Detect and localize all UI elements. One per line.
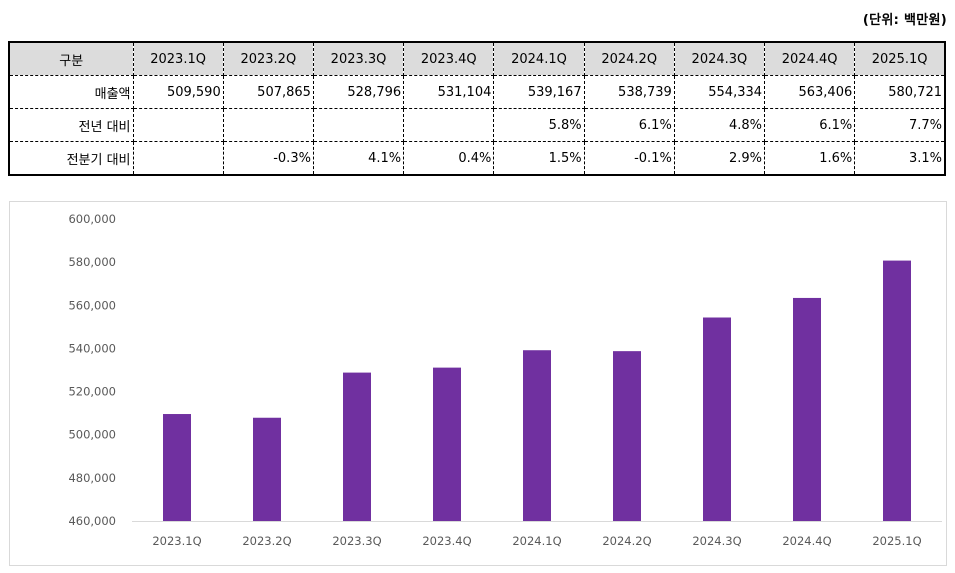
column-header: 2023.4Q: [403, 41, 495, 76]
x-tick-label: 2024.2Q: [602, 534, 651, 548]
table-row-yoy: 전년 대비 5.8% 6.1% 4.8% 6.1% 7.7%: [8, 108, 946, 142]
column-header: 2024.3Q: [673, 41, 766, 76]
table-cell: 7.7%: [854, 108, 946, 142]
revenue-bar-chart: 460,000 480,000 500,000 520,000 540,000 560,0…: [9, 201, 947, 566]
table-cell: 0.4%: [403, 141, 495, 176]
table-cell: -0.3%: [222, 141, 314, 176]
x-tick-label: 2025.1Q: [872, 534, 921, 548]
column-header: 2023.2Q: [222, 41, 314, 76]
row-label: 매출액: [8, 75, 134, 109]
column-header: 2023.1Q: [132, 41, 224, 76]
y-tick-label: 540,000: [68, 341, 116, 355]
table-cell: 2.9%: [673, 141, 766, 176]
table-cell: -0.1%: [583, 141, 675, 176]
table-cell: 1.6%: [764, 141, 856, 176]
table-cell: 531,104: [403, 75, 495, 109]
bar-2024.1Q: [523, 350, 551, 521]
column-header: 2025.1Q: [854, 41, 946, 76]
table-cell: 1.5%: [493, 141, 585, 176]
table-cell: [403, 108, 495, 142]
column-header: 2023.3Q: [312, 41, 405, 76]
bar-2024.4Q: [793, 297, 821, 521]
y-axis: 460,000 480,000 500,000 520,000 540,000 560,0…: [68, 212, 116, 528]
table-cell: [132, 108, 224, 142]
table-cell: 6.1%: [583, 108, 675, 142]
table-cell: 554,334: [673, 75, 766, 109]
y-tick-label: 580,000: [68, 255, 116, 269]
bar-2023.2Q: [253, 417, 281, 521]
x-tick-label: 2023.4Q: [422, 534, 471, 548]
x-tick-label: 2023.1Q: [152, 534, 201, 548]
y-tick-label: 600,000: [68, 212, 116, 226]
x-tick-label: 2024.1Q: [512, 534, 561, 548]
bar-2024.3Q: [703, 317, 731, 521]
x-tick-label: 2024.4Q: [782, 534, 831, 548]
table-cell: 509,590: [132, 75, 224, 109]
y-tick-label: 500,000: [68, 428, 116, 442]
x-tick-label: 2023.3Q: [332, 534, 381, 548]
x-axis: 2023.1Q 2023.2Q 2023.3Q 2023.4Q 2024.1Q 2024.…: [152, 534, 921, 548]
table-cell: [222, 108, 314, 142]
row-label: 전분기 대비: [8, 141, 134, 176]
table-cell: 507,865: [222, 75, 314, 109]
column-header: 2024.1Q: [493, 41, 585, 76]
table-row-qoq: 전분기 대비 -0.3% 4.1% 0.4% 1.5% -0.1% 2.9% 1…: [8, 141, 946, 176]
table-cell: 5.8%: [493, 108, 585, 142]
x-tick-label: 2023.2Q: [242, 534, 291, 548]
table-cell: 539,167: [493, 75, 585, 109]
table-cell: [132, 141, 224, 176]
table-cell: 4.1%: [312, 141, 405, 176]
table-cell: 538,739: [583, 75, 675, 109]
table-cell: 3.1%: [854, 141, 946, 176]
table-row-revenue: 매출액 509,590 507,865 528,796 531,104 539,…: [8, 75, 946, 109]
bar-series: [163, 260, 911, 521]
bar-2023.1Q: [163, 414, 191, 521]
y-tick-label: 460,000: [68, 514, 116, 528]
table-cell: 6.1%: [764, 108, 856, 142]
table-cell: 580,721: [854, 75, 946, 109]
table-cell: 4.8%: [673, 108, 766, 142]
table-cell: [312, 108, 405, 142]
column-header: 2024.4Q: [764, 41, 856, 76]
table-header-row: 구분 2023.1Q 2023.2Q 2023.3Q 2023.4Q 2024.…: [8, 41, 946, 76]
chart-svg: 460,000 480,000 500,000 520,000 540,000 560,0…: [68, 212, 942, 548]
y-tick-label: 520,000: [68, 385, 116, 399]
table-cell: 563,406: [764, 75, 856, 109]
revenue-table: 구분 2023.1Q 2023.2Q 2023.3Q 2023.4Q 2024.…: [8, 41, 946, 176]
x-tick-label: 2024.3Q: [692, 534, 741, 548]
bar-2025.1Q: [883, 260, 911, 521]
y-tick-label: 480,000: [68, 471, 116, 485]
header-category: 구분: [8, 41, 134, 76]
bar-2023.3Q: [343, 372, 371, 521]
row-label: 전년 대비: [8, 108, 134, 142]
y-tick-label: 560,000: [68, 298, 116, 312]
bar-2024.2Q: [613, 351, 641, 521]
bar-2023.4Q: [433, 367, 461, 521]
column-header: 2024.2Q: [583, 41, 675, 76]
table-cell: 528,796: [312, 75, 405, 109]
unit-label: (단위: 백만원): [862, 13, 947, 28]
